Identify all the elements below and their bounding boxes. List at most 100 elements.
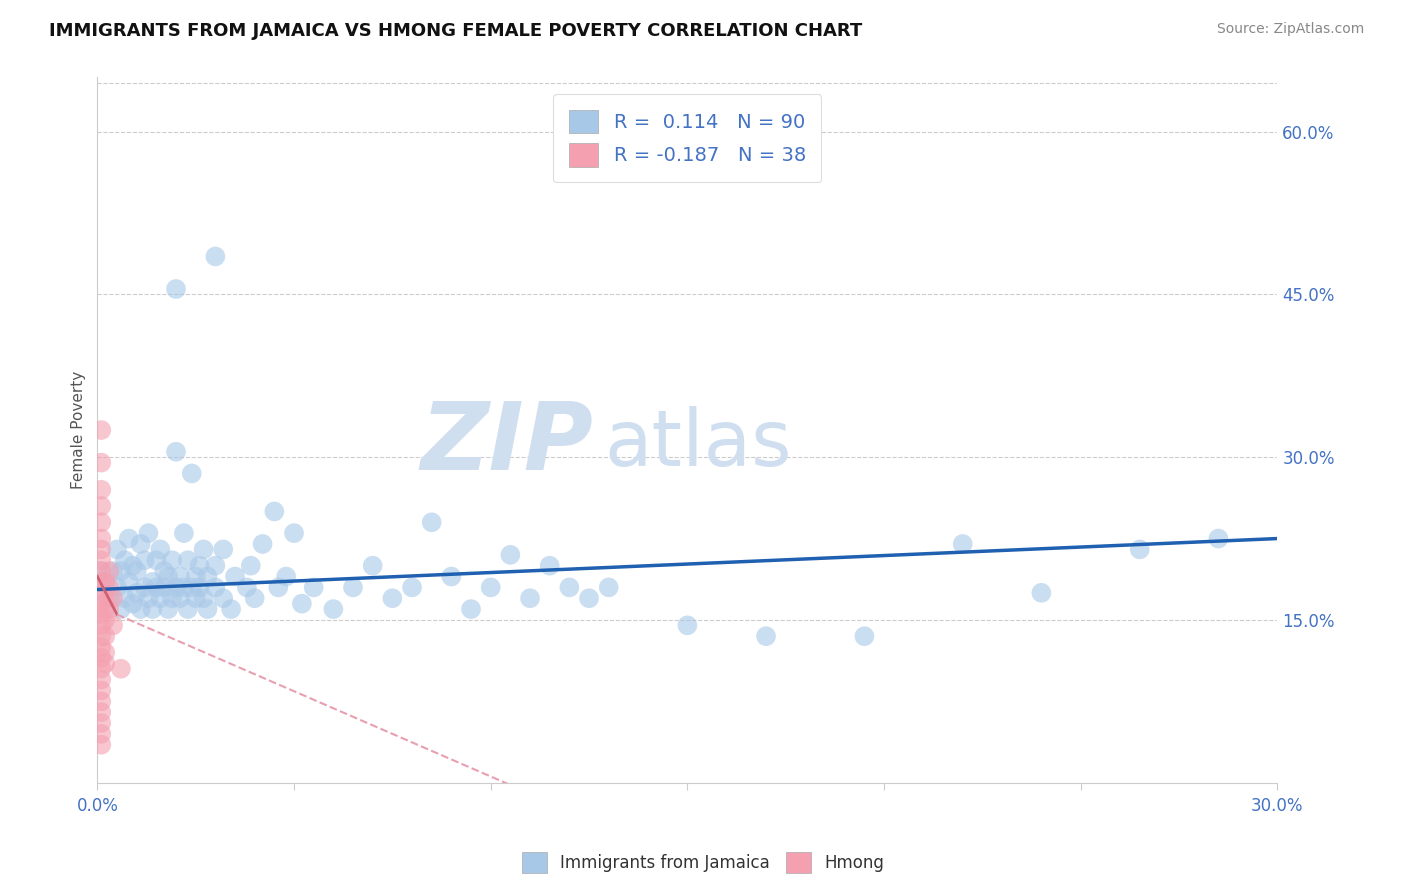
Point [138, 591, 160, 606]
Point [90, 673, 112, 687]
Point [90, 683, 112, 698]
Point [197, 602, 219, 616]
Point [90, 516, 112, 530]
Point [90, 640, 112, 654]
Point [169, 569, 191, 583]
Point [519, 591, 541, 606]
Point [184, 569, 207, 583]
Point [94, 645, 117, 659]
Point [157, 602, 180, 616]
Point [118, 532, 141, 546]
Legend: Immigrants from Jamaica, Hmong: Immigrants from Jamaica, Hmong [515, 846, 891, 880]
Point [598, 580, 620, 594]
Point [193, 542, 215, 557]
Point [94, 574, 117, 589]
Point [145, 580, 167, 594]
Point [177, 602, 200, 616]
Point [90, 564, 112, 578]
Point [94, 629, 117, 643]
Point [853, 629, 876, 643]
Point [110, 564, 132, 578]
Point [160, 591, 183, 606]
Point [94, 574, 117, 589]
Point [165, 580, 187, 594]
Point [263, 504, 285, 518]
Point [276, 569, 298, 583]
Point [105, 542, 128, 557]
Point [101, 564, 124, 578]
Point [90, 662, 112, 676]
Point [283, 526, 305, 541]
Point [125, 586, 148, 600]
Point [90, 483, 112, 497]
Point [110, 662, 132, 676]
Point [165, 444, 187, 458]
Point [90, 532, 112, 546]
Point [138, 526, 160, 541]
Text: atlas: atlas [605, 406, 792, 483]
Point [94, 613, 117, 627]
Point [173, 526, 195, 541]
Point [499, 548, 522, 562]
Point [578, 591, 600, 606]
Point [121, 597, 143, 611]
Point [101, 591, 124, 606]
Point [94, 602, 117, 616]
Point [98, 564, 121, 578]
Point [420, 516, 443, 530]
Point [160, 553, 183, 567]
Point [153, 564, 176, 578]
Point [90, 629, 112, 643]
Point [90, 597, 112, 611]
Point [90, 456, 112, 470]
Point [180, 580, 202, 594]
Point [460, 602, 482, 616]
Point [252, 537, 274, 551]
Point [381, 591, 404, 606]
Point [134, 553, 156, 567]
Point [236, 580, 259, 594]
Point [212, 591, 235, 606]
Point [118, 574, 141, 589]
Point [125, 564, 148, 578]
Point [90, 618, 112, 632]
Point [101, 618, 124, 632]
Point [558, 580, 581, 594]
Point [90, 727, 112, 741]
Point [90, 499, 112, 513]
Point [90, 564, 112, 578]
Point [188, 580, 211, 594]
Point [1208, 532, 1230, 546]
Point [90, 607, 112, 622]
Point [204, 250, 226, 264]
Point [212, 542, 235, 557]
Point [204, 558, 226, 573]
Point [90, 553, 112, 567]
Point [180, 467, 202, 481]
Point [755, 629, 778, 643]
Point [676, 618, 699, 632]
Point [165, 282, 187, 296]
Point [98, 591, 121, 606]
Point [1129, 542, 1152, 557]
Point [114, 553, 136, 567]
Point [440, 569, 463, 583]
Point [188, 558, 211, 573]
Point [145, 553, 167, 567]
Point [153, 580, 176, 594]
Point [90, 651, 112, 665]
Legend: R =  0.114   N = 90, R = -0.187   N = 38: R = 0.114 N = 90, R = -0.187 N = 38 [554, 95, 821, 183]
Point [243, 591, 266, 606]
Point [94, 657, 117, 671]
Point [157, 569, 180, 583]
Point [479, 580, 502, 594]
Point [193, 591, 215, 606]
Point [322, 602, 344, 616]
Point [90, 423, 112, 437]
Point [224, 569, 246, 583]
Point [952, 537, 974, 551]
Point [538, 558, 561, 573]
Point [1031, 586, 1053, 600]
Point [129, 602, 152, 616]
Point [129, 537, 152, 551]
